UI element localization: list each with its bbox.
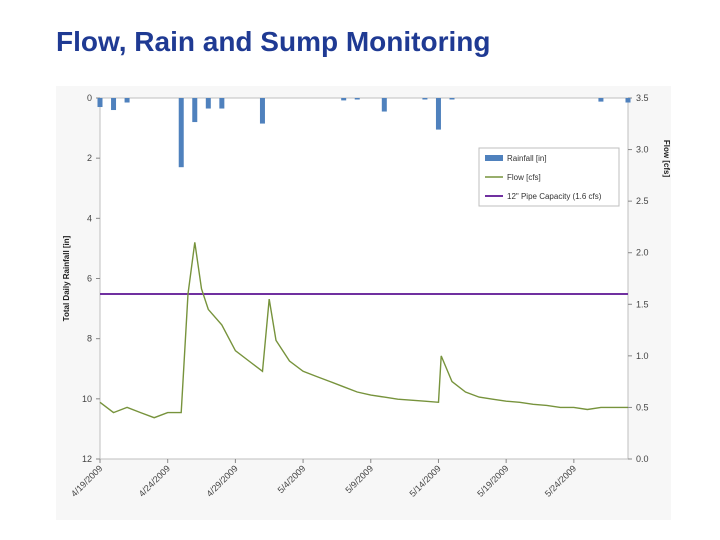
y-left-tick-label: 6 <box>87 274 92 284</box>
y-right-axis-title: Flow [cfs] <box>662 140 671 178</box>
x-tick-label: 5/9/2009 <box>343 463 375 495</box>
y-right-tick-label: 2.0 <box>636 248 649 258</box>
chart-frame: 0 2 4 6 8 10 12 0.0 0.5 1.0 1.5 2.0 2.5 3.0 3.5 Total D… <box>56 86 671 520</box>
flow-line <box>99 242 628 419</box>
rainfall-bar <box>124 98 130 103</box>
y-right-tick-label: 1.0 <box>636 351 649 361</box>
y-right-tick-label: 2.5 <box>636 196 649 206</box>
rainfall-bar <box>192 98 198 123</box>
rainfall-bar <box>381 98 387 112</box>
legend-label: Flow [cfs] <box>507 173 541 182</box>
y-left-tick-label: 2 <box>87 153 92 163</box>
rainfall-bar <box>341 98 347 101</box>
y-right-tick-label: 0.0 <box>636 454 649 464</box>
rainfall-bar <box>449 98 455 100</box>
legend-label: Rainfall [in] <box>507 154 547 163</box>
y-right-tick-label: 3.5 <box>636 93 649 103</box>
y-right-tick-label: 1.5 <box>636 299 649 309</box>
x-tick-label: 4/24/2009 <box>137 463 172 498</box>
rainfall-bar <box>354 98 360 100</box>
rainfall-bar <box>205 98 211 109</box>
y-left-tick-label: 8 <box>87 334 92 344</box>
rainfall-bar <box>422 98 428 100</box>
combo-chart: 0 2 4 6 8 10 12 0.0 0.5 1.0 1.5 2.0 2.5 3.0 3.5 Total D… <box>62 93 671 499</box>
slide-title: Flow, Rain and Sump Monitoring <box>56 26 491 57</box>
rainfall-bar <box>435 98 441 130</box>
x-tick-label: 4/29/2009 <box>204 463 239 498</box>
y-right-tick-label: 0.5 <box>636 402 649 412</box>
x-tick-label: 4/19/2009 <box>69 463 104 498</box>
legend-swatch-rainfall <box>485 155 503 161</box>
x-tick-label: 5/14/2009 <box>407 463 442 498</box>
rainfall-bar <box>111 98 117 111</box>
legend-label: 12" Pipe Capacity (1.6 cfs) <box>507 192 602 201</box>
y-left-tick-label: 0 <box>87 93 92 103</box>
rainfall-bar <box>598 98 604 102</box>
rainfall-bar <box>625 98 631 103</box>
y-left-tick-label: 10 <box>82 394 92 404</box>
y-right-tick-label: 3.0 <box>636 145 649 155</box>
rainfall-bar <box>97 98 103 108</box>
y-left-tick-label: 12 <box>82 454 92 464</box>
rainfall-bar <box>219 98 225 109</box>
y-left-axis-title: Total Daily Rainfall [in] <box>62 235 71 321</box>
rainfall-bar <box>178 98 184 168</box>
x-tick-label: 5/24/2009 <box>543 463 578 498</box>
rainfall-bar <box>259 98 265 124</box>
x-tick-label: 5/19/2009 <box>475 463 510 498</box>
y-left-tick-label: 4 <box>87 213 92 223</box>
x-tick-label: 5/4/2009 <box>276 463 308 495</box>
